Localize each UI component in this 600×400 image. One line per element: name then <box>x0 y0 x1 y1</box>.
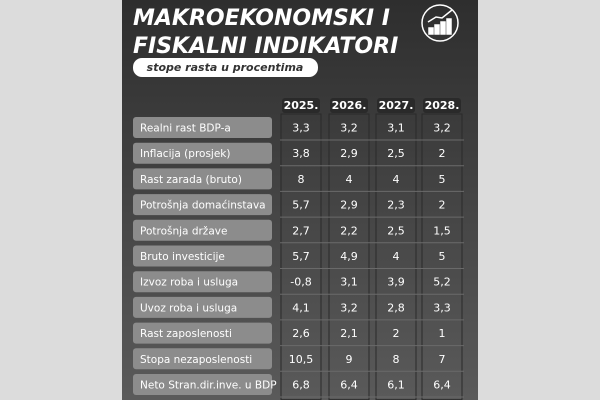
cell-value: 6,8 <box>292 379 310 392</box>
row-label: Neto Stran.dir.inve. u BDP <box>140 380 277 392</box>
row-label-bg <box>133 322 272 344</box>
row-label: Potrošnja domaćinstava <box>140 200 266 212</box>
cell-value: 2,3 <box>387 199 405 212</box>
column-header: 2026. <box>332 99 367 112</box>
row-label-bg <box>133 374 272 395</box>
row-label-bg <box>133 194 272 216</box>
cell-value: 3,2 <box>340 301 358 314</box>
cell-value: -0,8 <box>290 276 311 289</box>
cell-value: 3,9 <box>387 276 405 289</box>
cell-value: 6,4 <box>433 379 451 392</box>
cell-value: 9 <box>346 353 353 366</box>
cell-value: 2,6 <box>292 327 310 340</box>
cell-value: 5,7 <box>292 250 310 263</box>
row-label-bg <box>133 296 272 318</box>
cell-value: 5 <box>439 173 446 186</box>
row-label: Rast zaposlenosti <box>140 328 232 340</box>
cell-value: 6,4 <box>340 379 358 392</box>
row-label-bg <box>133 142 272 164</box>
cell-value: 2 <box>393 327 400 340</box>
column-header-bg <box>377 98 415 113</box>
row-label: Inflacija (prosjek) <box>140 148 230 160</box>
cell-value: 4,9 <box>340 250 358 263</box>
row-label: Izvoz roba i usluga <box>140 277 238 289</box>
column-header: 2027. <box>379 99 414 112</box>
cell-value: 3,2 <box>433 122 451 135</box>
column-header-bg <box>423 98 461 113</box>
row-label-bg <box>133 245 272 267</box>
row-label: Stopa nezaposlenosti <box>140 354 252 366</box>
cell-value: 4 <box>393 173 400 186</box>
cell-value: 10,5 <box>289 353 314 366</box>
row-label: Realni rast BDP-a <box>140 123 231 135</box>
cell-value: 3,3 <box>433 301 451 314</box>
chart-icon <box>421 4 459 42</box>
cell-value: 2,2 <box>340 224 358 237</box>
column-header: 2025. <box>284 99 319 112</box>
cell-value: 3,8 <box>292 147 310 160</box>
cell-value: 2 <box>439 199 446 212</box>
row-label-bg <box>133 348 272 370</box>
cell-value: 3,1 <box>387 122 405 135</box>
cell-value: 2,5 <box>387 224 405 237</box>
cell-value: 1 <box>439 327 446 340</box>
row-label: Potrošnja države <box>140 225 227 237</box>
cell-value: 6,1 <box>387 379 405 392</box>
cell-value: 2,1 <box>340 327 358 340</box>
cell-value: 8 <box>298 173 305 186</box>
title-line1: MAKROEKONOMSKI I <box>133 6 390 31</box>
cell-value: 3,3 <box>292 122 310 135</box>
cell-value: 3,2 <box>340 122 358 135</box>
title-line2: FISKALNI INDIKATORI <box>133 34 398 59</box>
row-label-bg <box>133 219 272 241</box>
cell-value: 3,1 <box>340 276 358 289</box>
cell-value: 2 <box>439 147 446 160</box>
cell-value: 2,8 <box>387 301 405 314</box>
cell-value: 7 <box>439 353 446 366</box>
table: 2025. 2026. 2027. 2028. Realni rast BDP-a 3,3… <box>133 98 464 400</box>
cell-value: 4,1 <box>292 301 310 314</box>
row-label-bg <box>133 117 272 138</box>
cell-value: 5,7 <box>292 199 310 212</box>
cell-value: 2,5 <box>387 147 405 160</box>
cell-value: 4 <box>346 173 353 186</box>
subtitle: stope rasta u procentima <box>147 61 304 74</box>
cell-value: 4 <box>393 250 400 263</box>
cell-value: 1,5 <box>433 224 451 237</box>
row-label: Rast zarada (bruto) <box>140 174 242 186</box>
cell-value: 8 <box>393 353 400 366</box>
column-header: 2028. <box>425 99 460 112</box>
cell-value: 5,2 <box>433 276 451 289</box>
cell-value: 2,9 <box>340 147 358 160</box>
cell-value: 5 <box>439 250 446 263</box>
row-label: Bruto investicije <box>140 251 225 263</box>
row-label-bg <box>133 271 272 293</box>
cell-value: 2,9 <box>340 199 358 212</box>
row-label-bg <box>133 168 272 190</box>
cell-value: 2,7 <box>292 224 310 237</box>
column-header-bg <box>330 98 368 113</box>
row-label: Uvoz roba i usluga <box>140 302 237 314</box>
column-header-bg <box>282 98 320 113</box>
subtitle-pill <box>133 58 318 77</box>
